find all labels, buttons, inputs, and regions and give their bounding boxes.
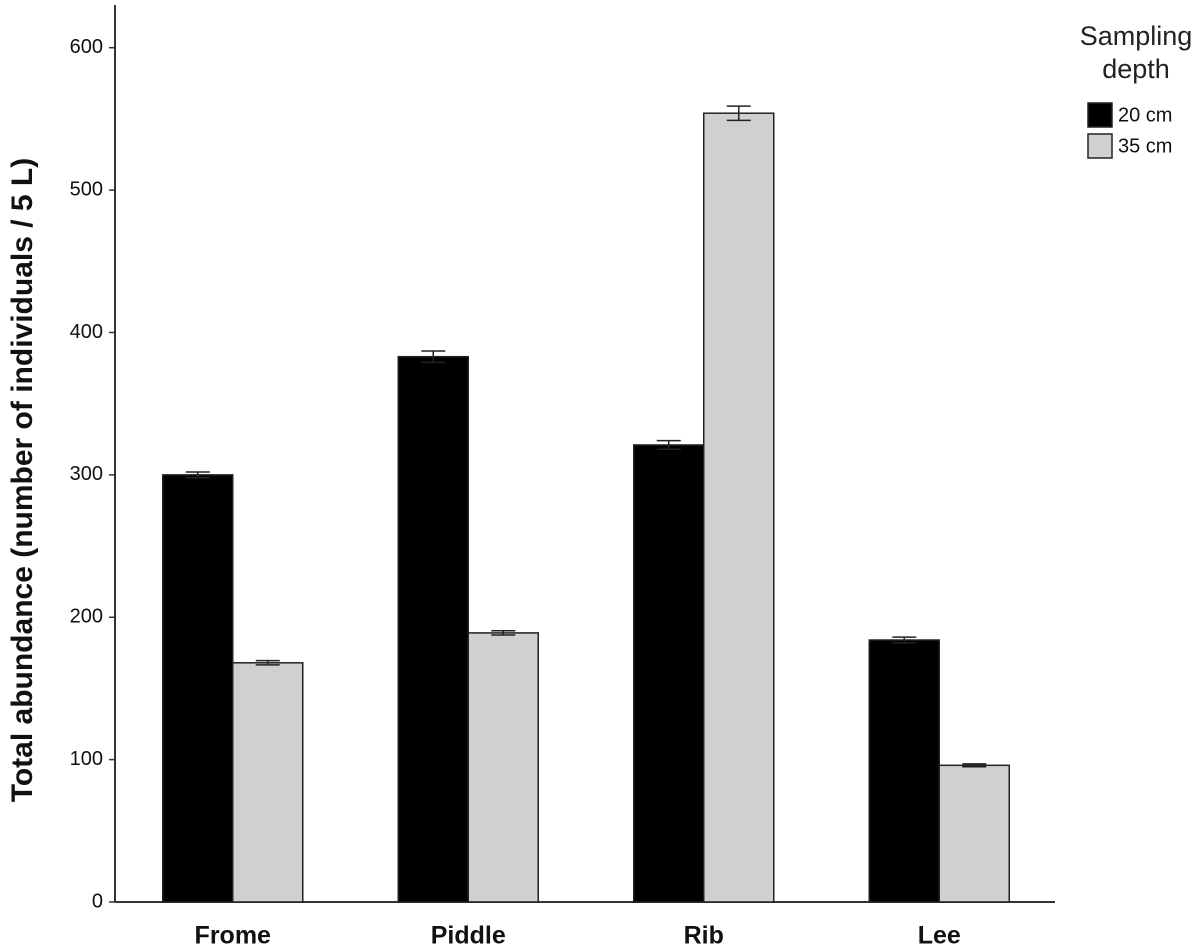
y-tick-label: 500 bbox=[70, 178, 103, 200]
error-bar bbox=[421, 350, 446, 364]
error-bar bbox=[491, 630, 516, 636]
error-bar bbox=[962, 763, 987, 768]
bar bbox=[162, 474, 234, 903]
legend-title: Sampling depth bbox=[1079, 21, 1193, 84]
y-tick-label: 600 bbox=[70, 36, 103, 58]
y-axis-label: Total abundance (number of individuals /… bbox=[6, 158, 39, 803]
bar bbox=[703, 112, 775, 903]
x-tick-label: Rib bbox=[684, 922, 724, 950]
bar bbox=[397, 355, 469, 903]
bar bbox=[633, 444, 705, 903]
legend-swatch bbox=[1087, 133, 1113, 159]
error-bar bbox=[656, 439, 681, 450]
x-tick-label: Lee bbox=[918, 922, 961, 950]
x-tick-label: Frome bbox=[195, 922, 272, 950]
legend-label: 20 cm bbox=[1118, 104, 1172, 126]
x-tick-label: Piddle bbox=[431, 922, 506, 950]
legend-swatch bbox=[1087, 102, 1113, 128]
error-bar bbox=[185, 471, 210, 479]
error-bar bbox=[726, 105, 751, 122]
y-tick-label: 300 bbox=[70, 463, 103, 485]
error-bar bbox=[255, 659, 280, 666]
bar bbox=[467, 632, 539, 903]
y-tick-label: 0 bbox=[92, 890, 103, 912]
legend-label: 35 cm bbox=[1118, 135, 1172, 157]
error-bar bbox=[892, 636, 917, 644]
bar bbox=[868, 639, 940, 903]
y-tick-label: 400 bbox=[70, 321, 103, 343]
y-tick-label: 200 bbox=[70, 606, 103, 628]
bar bbox=[938, 764, 1010, 903]
bar bbox=[232, 662, 304, 903]
y-tick-label: 100 bbox=[70, 748, 103, 770]
